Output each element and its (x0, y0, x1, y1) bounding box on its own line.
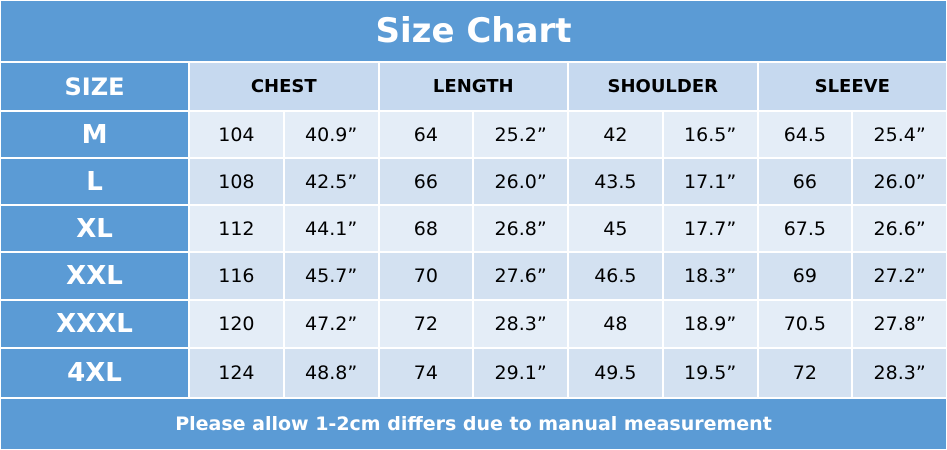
measurement: 43.5 (568, 158, 663, 205)
measurement: 27.2” (852, 252, 947, 300)
measurement: 40.9” (283, 111, 379, 158)
measurement: 27.6” (473, 252, 568, 300)
measurement: 42.5” (283, 158, 379, 205)
title: Size Chart (0, 0, 947, 62)
measurement: 44.1” (283, 205, 379, 252)
measurement: 26.6” (852, 205, 947, 252)
measurement: 45 (568, 205, 663, 252)
measurement: 108 (189, 158, 284, 205)
measurement: 70.5 (757, 300, 853, 348)
measurement: 48.8” (283, 348, 379, 398)
group-header: LENGTH (378, 62, 568, 111)
size-label: L (0, 158, 189, 205)
measurement: 68 (378, 205, 474, 252)
measurement: 70 (378, 252, 474, 300)
measurement: 18.9” (662, 300, 758, 348)
measurement: 49.5 (568, 348, 663, 398)
measurement: 46.5 (568, 252, 663, 300)
measurement: 27.8” (852, 300, 947, 348)
measurement: 16.5” (662, 111, 758, 158)
measurement: 66 (378, 158, 474, 205)
measurement: 26.0” (852, 158, 947, 205)
measurement: 64 (378, 111, 474, 158)
measurement: 25.4” (852, 111, 947, 158)
measurement: 120 (189, 300, 284, 348)
measurement: 64.5 (757, 111, 853, 158)
measurement: 104 (189, 111, 284, 158)
measurement: 42 (568, 111, 663, 158)
measurement: 45.7” (283, 252, 379, 300)
measurement: 116 (189, 252, 284, 300)
measurement: 28.3” (852, 348, 947, 398)
measurement: 25.2” (473, 111, 568, 158)
measurement: 66 (757, 158, 853, 205)
measurement: 17.1” (662, 158, 758, 205)
footer-note: Please allow 1-2cm differs due to manual… (0, 398, 947, 450)
size-header: SIZE (0, 62, 189, 111)
measurement: 74 (378, 348, 474, 398)
measurement: 47.2” (283, 300, 379, 348)
measurement: 18.3” (662, 252, 758, 300)
measurement: 19.5” (662, 348, 758, 398)
measurement: 17.7” (662, 205, 758, 252)
measurement: 48 (568, 300, 663, 348)
size-label: XL (0, 205, 189, 252)
group-header: CHEST (189, 62, 379, 111)
group-header: SHOULDER (568, 62, 758, 111)
size-label: M (0, 111, 189, 158)
measurement: 26.0” (473, 158, 568, 205)
group-header: SLEEVE (757, 62, 947, 111)
measurement: 29.1” (473, 348, 568, 398)
size-label: XXL (0, 252, 189, 300)
measurement: 124 (189, 348, 284, 398)
measurement: 69 (757, 252, 853, 300)
measurement: 28.3” (473, 300, 568, 348)
measurement: 72 (757, 348, 853, 398)
measurement: 26.8” (473, 205, 568, 252)
size-label: XXXL (0, 300, 189, 348)
size-label: 4XL (0, 348, 189, 398)
measurement: 67.5 (757, 205, 853, 252)
measurement: 72 (378, 300, 474, 348)
measurement: 112 (189, 205, 284, 252)
